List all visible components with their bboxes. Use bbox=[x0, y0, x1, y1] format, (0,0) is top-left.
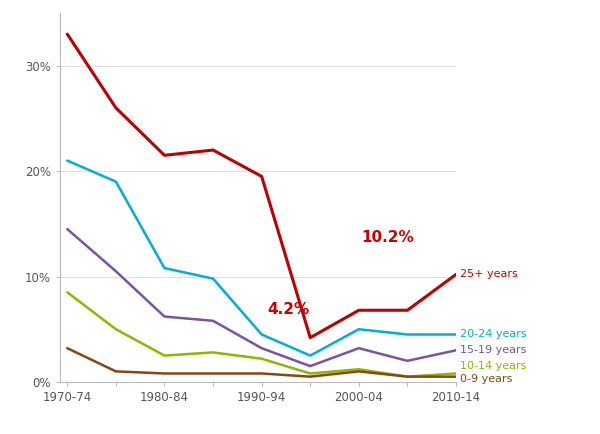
Text: 15-19 years: 15-19 years bbox=[460, 345, 526, 355]
Text: 0-9 years: 0-9 years bbox=[460, 374, 512, 384]
Text: 4.2%: 4.2% bbox=[267, 302, 310, 316]
Text: 20-24 years: 20-24 years bbox=[460, 329, 527, 339]
Text: 25+ years: 25+ years bbox=[460, 270, 518, 279]
Text: 10-14 years: 10-14 years bbox=[460, 361, 526, 371]
Text: 10.2%: 10.2% bbox=[362, 230, 415, 245]
